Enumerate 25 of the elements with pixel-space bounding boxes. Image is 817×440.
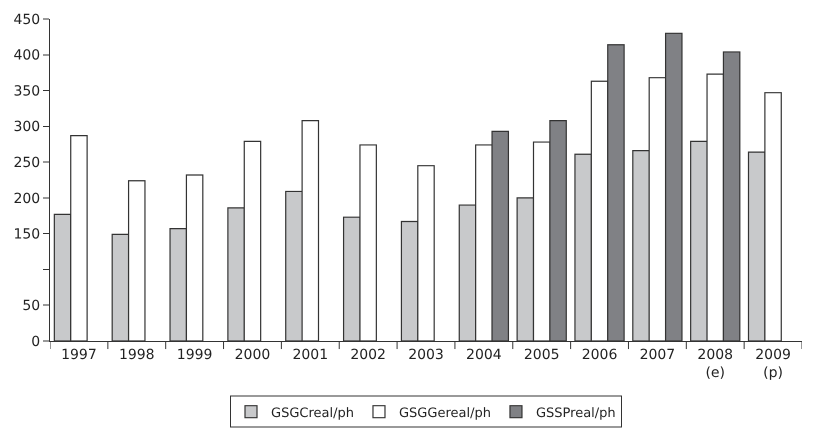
y-tick-label: 200 [13, 190, 40, 207]
y-tick-label: 150 [13, 226, 40, 243]
x-tick-label: 2000 [234, 346, 270, 363]
y-tick-label: 300 [13, 119, 40, 136]
legend-label: GSSPreal/ph [536, 406, 616, 421]
legend-label: GSGGereal/ph [398, 406, 491, 421]
legend-label: GSGCreal/ph [271, 406, 354, 421]
x-tick-label: 2001 [292, 346, 328, 363]
x-tick-label: 2008 (e) [697, 346, 734, 381]
x-tick-label: 1999 [176, 346, 212, 363]
y-tick-label: 400 [13, 48, 40, 64]
x-tick-label: 2009 (p) [755, 346, 791, 381]
x-tick-label: 2006 [582, 346, 618, 363]
y-tick-label: 0 [31, 334, 40, 350]
x-tick-label: 1997 [61, 346, 97, 363]
y-tick-label: 250 [13, 155, 40, 172]
y-tick-label: 450 [13, 12, 40, 28]
x-tick-label: 2004 [466, 346, 502, 363]
x-tick-label: 2007 [640, 346, 676, 363]
x-tick-label: 1998 [118, 346, 155, 363]
x-tick-label: 2002 [350, 346, 386, 363]
y-tick-label: 50 [22, 298, 40, 314]
y-tick-label: 350 [13, 83, 40, 100]
x-tick-label: 2003 [408, 346, 444, 363]
x-tick-label: 2005 [524, 346, 560, 363]
